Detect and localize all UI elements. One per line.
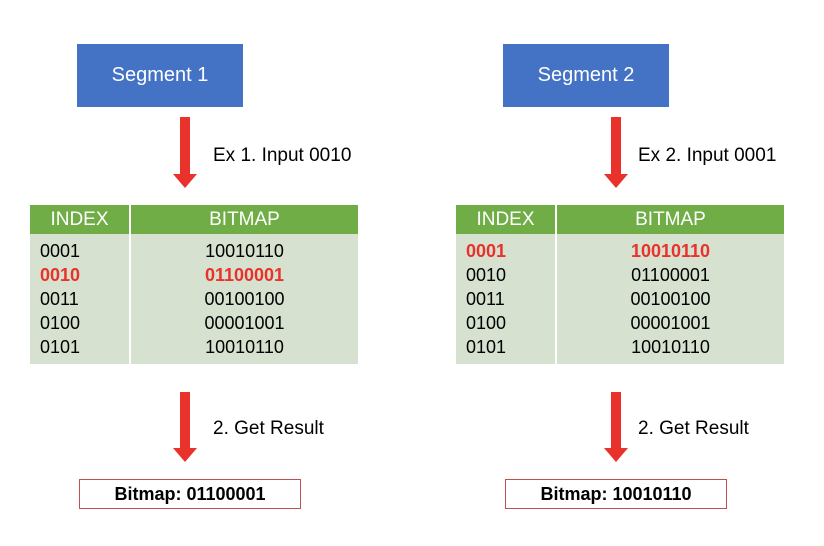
- arrow-down-icon: [604, 117, 628, 188]
- cell-index: 0010: [466, 265, 507, 285]
- segment-2-panel: Segment 2 Ex 2. Input 0001 INDEX BITMAP …: [412, 0, 824, 546]
- result-label: Bitmap: 01100001: [114, 483, 266, 504]
- table-row: 0100 00001001: [30, 312, 358, 336]
- arrow-down-icon: [173, 117, 197, 188]
- segment-1-box: Segment 1: [77, 44, 243, 107]
- step-2-label: 2. Get Result: [638, 418, 749, 439]
- header-bitmap: BITMAP: [209, 208, 280, 230]
- cell-index: 0001: [40, 241, 81, 261]
- cell-index: 0101: [466, 337, 507, 357]
- segment-2-box: Segment 2: [503, 44, 669, 107]
- table-header: INDEX BITMAP: [456, 205, 784, 234]
- step-1-label: Ex 1. Input 0010: [213, 145, 352, 166]
- table-row: 0001 10010110: [30, 240, 358, 264]
- table-row: 0011 00100100: [30, 288, 358, 312]
- cell-index: 0010: [40, 265, 81, 285]
- result-box: Bitmap: 10010110: [505, 479, 727, 509]
- arrow-down-icon: [604, 392, 628, 462]
- cell-bitmap: 01100001: [631, 265, 710, 285]
- table-row: 0010 01100001: [30, 264, 358, 288]
- header-index: INDEX: [456, 205, 557, 234]
- cell-bitmap: 00001001: [630, 313, 711, 333]
- cell-index: 0101: [40, 337, 81, 357]
- column-divider: [555, 234, 557, 364]
- cell-bitmap: 10010110: [205, 337, 284, 357]
- cell-index: 0100: [466, 313, 507, 333]
- step-2-label: 2. Get Result: [213, 418, 324, 439]
- step-1-label: Ex 2. Input 0001: [638, 145, 777, 166]
- cell-bitmap: 10010110: [631, 337, 710, 357]
- result-label: Bitmap: 10010110: [540, 483, 692, 504]
- table-rows: 0001 10010110 0010 01100001 0011 0010010…: [456, 240, 784, 360]
- cell-index: 0011: [466, 289, 505, 309]
- table-row: 0101 10010110: [456, 336, 784, 360]
- index-bitmap-table: INDEX BITMAP 0001 10010110 0010 01100001…: [30, 205, 358, 364]
- table-rows: 0001 10010110 0010 01100001 0011 0010010…: [30, 240, 358, 360]
- cell-bitmap: 00100100: [630, 289, 711, 309]
- cell-index: 0011: [40, 289, 79, 309]
- table-row: 0010 01100001: [456, 264, 784, 288]
- cell-index: 0100: [40, 313, 81, 333]
- header-index: INDEX: [30, 205, 131, 234]
- cell-bitmap: 00100100: [204, 289, 285, 309]
- table-row: 0101 10010110: [30, 336, 358, 360]
- table-row: 0011 00100100: [456, 288, 784, 312]
- segment-2-label: Segment 2: [537, 64, 635, 86]
- result-box: Bitmap: 01100001: [79, 479, 301, 509]
- cell-bitmap: 01100001: [204, 265, 285, 285]
- column-divider: [129, 234, 131, 364]
- segment-1-panel: Segment 1 Ex 1. Input 0010 INDEX BITMAP …: [30, 44, 358, 509]
- segment-1-label: Segment 1: [111, 64, 209, 86]
- arrow-down-icon: [173, 392, 197, 462]
- cell-bitmap: 10010110: [205, 241, 284, 261]
- index-bitmap-table: INDEX BITMAP 0001 10010110 0010 01100001…: [456, 205, 784, 364]
- cell-index: 0001: [466, 241, 507, 261]
- table-header: INDEX BITMAP: [30, 205, 358, 234]
- table-row: 0100 00001001: [456, 312, 784, 336]
- table-row: 0001 10010110: [456, 240, 784, 264]
- cell-bitmap: 00001001: [204, 313, 285, 333]
- header-bitmap: BITMAP: [635, 208, 706, 230]
- cell-bitmap: 10010110: [630, 241, 711, 261]
